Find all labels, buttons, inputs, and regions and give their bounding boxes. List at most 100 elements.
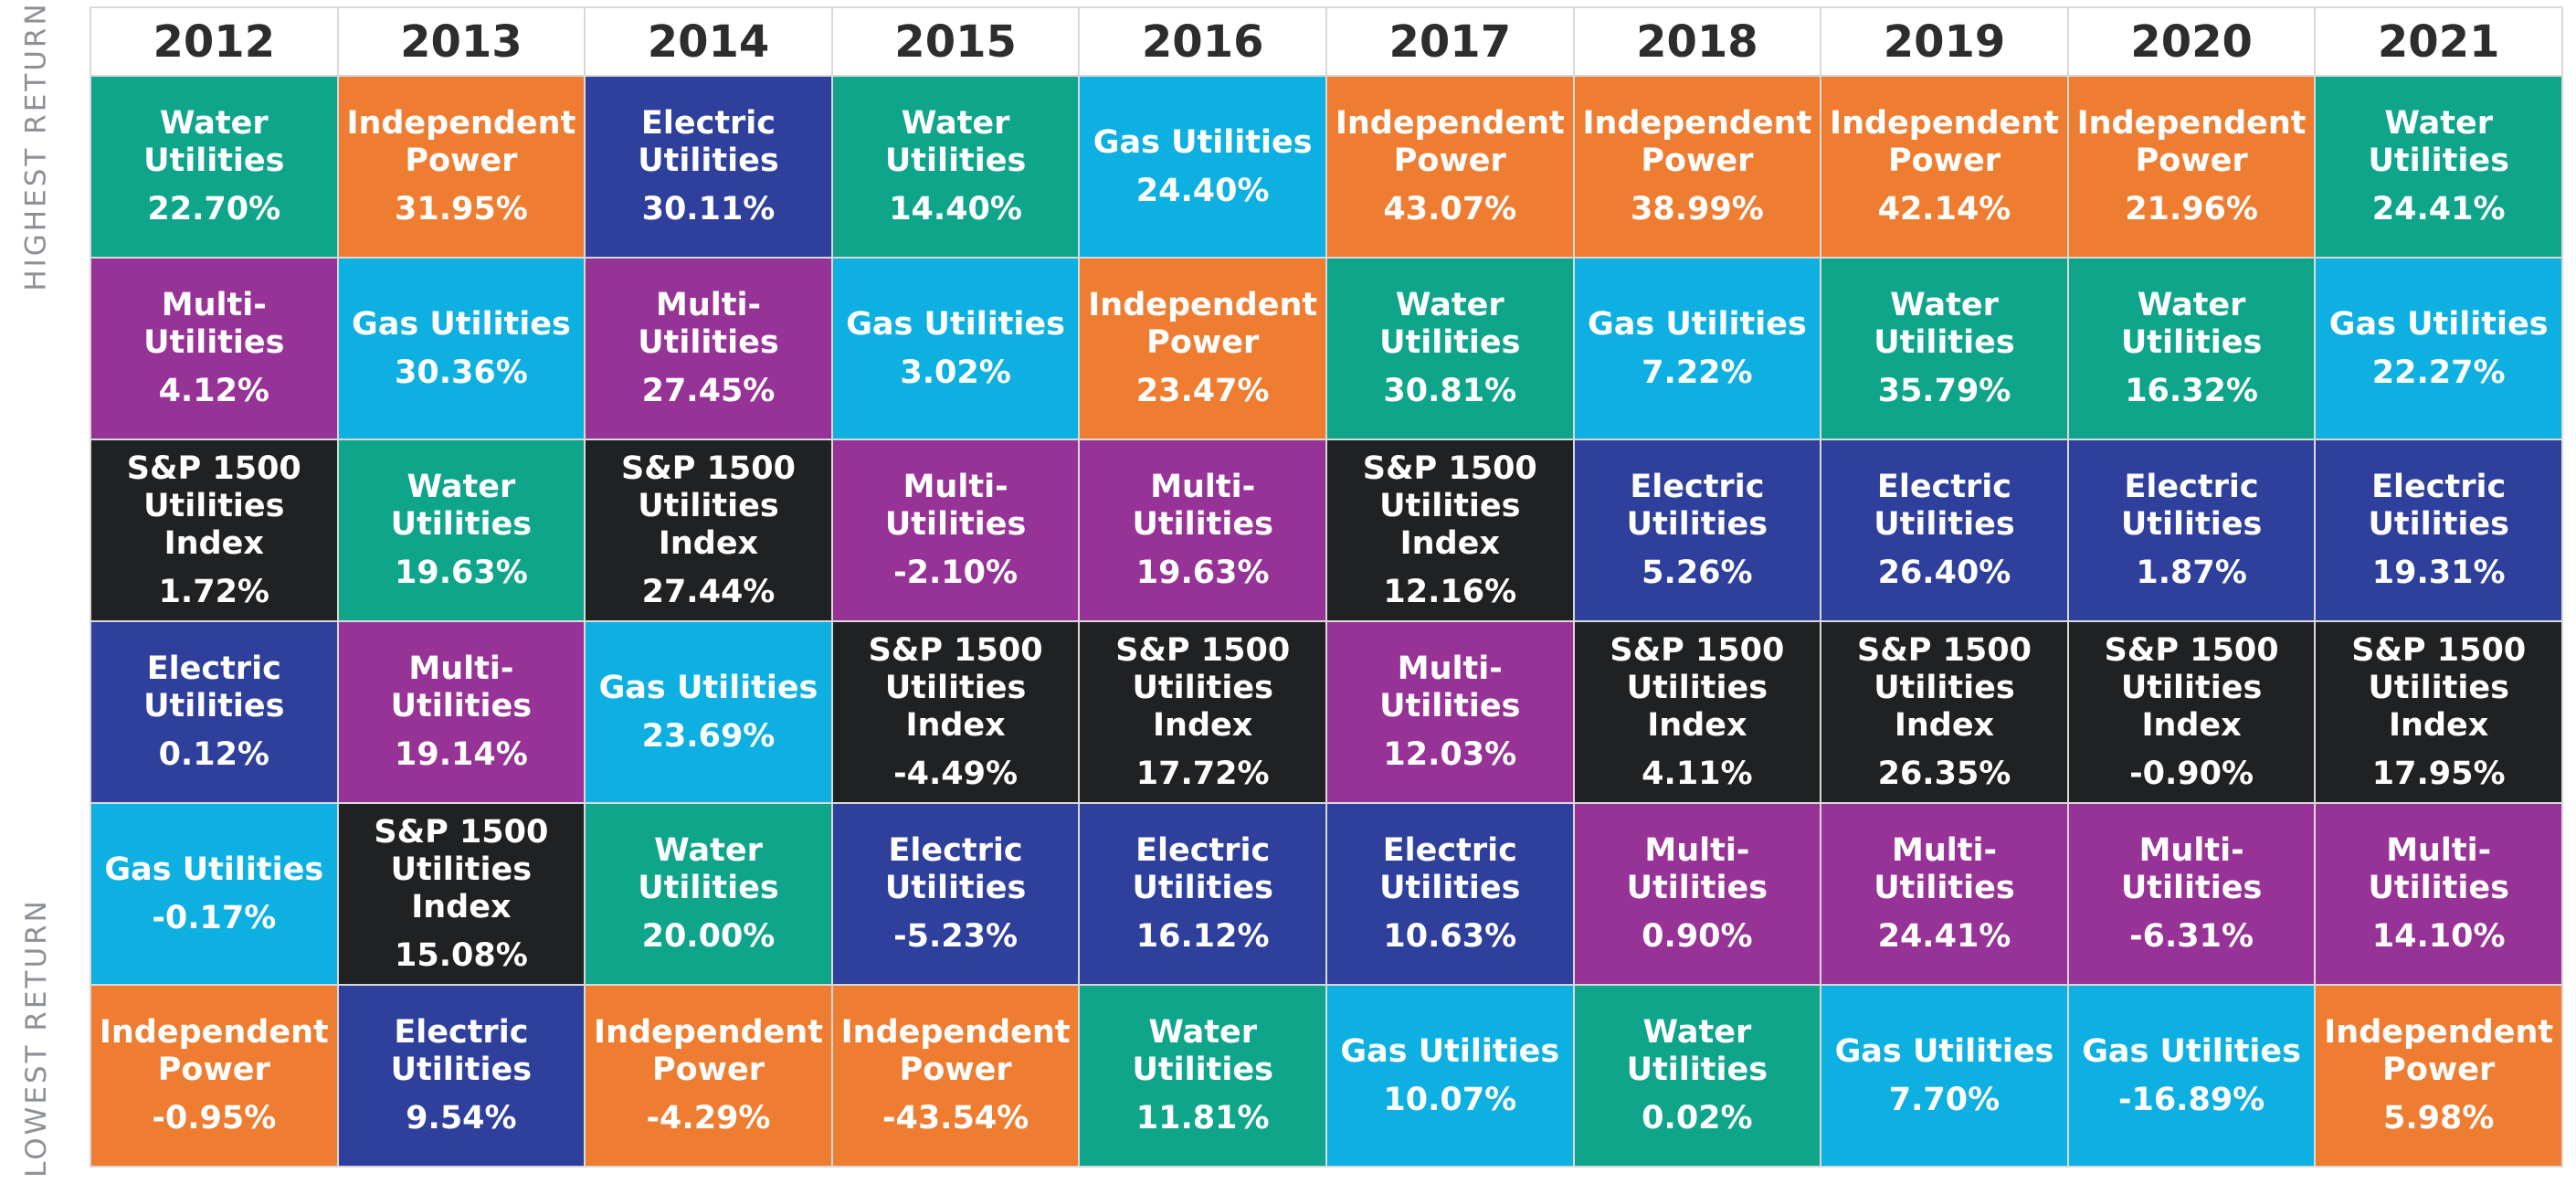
return-cell: Electric Utilities 10.63% — [1327, 804, 1573, 984]
highest-return-label: HIGHEST RETURN — [20, 1, 54, 291]
return-cell: Multi-Utilities 4.12% — [91, 259, 337, 439]
return-value: 20.00% — [641, 918, 776, 955]
return-cell: Gas Utilities -16.89% — [2068, 986, 2315, 1166]
sector-name: Electric Utilities — [390, 1014, 533, 1088]
year-header: 2020 — [2068, 8, 2315, 75]
return-cell: Electric Utilities 1.87% — [2068, 440, 2315, 620]
return-value: 14.10% — [2371, 918, 2506, 955]
sector-name: Water Utilities — [390, 469, 533, 543]
return-cell: Water Utilities 16.32% — [2068, 259, 2315, 439]
return-cell: Electric Utilities 16.12% — [1080, 804, 1325, 984]
sector-name: Gas Utilities — [846, 305, 1065, 343]
return-cell: Gas Utilities -0.17% — [91, 804, 337, 984]
sector-name: S&P 1500 Utilities Index — [1857, 631, 2032, 744]
return-cell: Multi-Utilities -6.31% — [2068, 804, 2315, 984]
return-value: 38.99% — [1631, 191, 1764, 227]
sector-name: Independent Power — [99, 1014, 329, 1088]
sector-name: Independent Power — [2324, 1014, 2554, 1088]
return-cell: Water Utilities 24.41% — [2316, 77, 2561, 257]
sector-name: S&P 1500 Utilities Index — [1362, 449, 1537, 562]
sector-name: S&P 1500 Utilities Index — [2104, 631, 2279, 744]
sector-name: Water Utilities — [1132, 1014, 1273, 1088]
return-value: 23.47% — [1135, 373, 1270, 409]
sector-name: Water Utilities — [2120, 287, 2263, 361]
return-cell: Multi-Utilities 19.14% — [338, 622, 585, 802]
sector-name: S&P 1500 Utilities Index — [126, 449, 301, 562]
return-cell: Gas Utilities 30.36% — [338, 259, 585, 439]
sector-name: Gas Utilities — [104, 851, 324, 888]
return-value: 27.45% — [641, 373, 776, 409]
return-value: 19.63% — [1135, 555, 1270, 591]
sector-name: Gas Utilities — [2328, 305, 2549, 343]
sector-name: S&P 1500 Utilities Index — [868, 631, 1043, 744]
return-value: -4.29% — [646, 1100, 771, 1136]
sector-name: Independent Power — [1335, 105, 1565, 179]
return-value: 12.16% — [1383, 573, 1517, 610]
return-cell: Gas Utilities 7.70% — [1821, 986, 2067, 1166]
return-value: 7.70% — [1888, 1081, 2001, 1118]
sector-name: Multi-Utilities — [884, 469, 1027, 543]
return-cell: Electric Utilities 19.31% — [2316, 440, 2561, 620]
sector-name: Multi-Utilities — [2368, 832, 2509, 906]
return-cell: Independent Power 42.14% — [1821, 77, 2067, 257]
return-cell: Gas Utilities 10.07% — [1327, 986, 1573, 1166]
return-value: 10.07% — [1383, 1081, 1517, 1118]
return-value: -6.31% — [2129, 918, 2254, 955]
sector-name: Gas Utilities — [1587, 305, 1807, 343]
return-value: 27.44% — [641, 573, 776, 610]
return-value: -5.23% — [893, 918, 1019, 955]
return-cell: Water Utilities 30.81% — [1327, 259, 1573, 439]
sector-name: Electric Utilities — [1379, 832, 1521, 906]
sector-name: Water Utilities — [143, 105, 285, 179]
return-cell: Electric Utilities 9.54% — [338, 986, 585, 1166]
return-cell: Multi-Utilities 0.90% — [1574, 804, 1821, 984]
return-cell: Gas Utilities 7.22% — [1574, 259, 1821, 439]
year-header: 2013 — [338, 8, 585, 75]
year-header: 2015 — [832, 8, 1079, 75]
return-cell: Multi-Utilities 24.41% — [1821, 804, 2067, 984]
sector-name: S&P 1500 Utilities Index — [374, 813, 549, 925]
return-cell: Independent Power 23.47% — [1080, 259, 1325, 439]
year-header: 2019 — [1821, 8, 2067, 75]
returns-quilt-chart: 2012 2013 2014 2015 2016 2017 2018 2019 2020 2021… — [90, 6, 2563, 1168]
year-header: 2017 — [1327, 8, 1573, 75]
sector-name: Water Utilities — [1379, 287, 1521, 361]
sector-name: S&P 1500 Utilities Index — [1115, 631, 1291, 744]
return-cell: Water Utilities 11.81% — [1080, 986, 1325, 1166]
sector-name: Water Utilities — [638, 832, 779, 906]
return-cell: Multi-Utilities 12.03% — [1327, 622, 1573, 802]
return-cell: S&P 1500 Utilities Index 15.08% — [338, 804, 585, 984]
sector-name: Multi-Utilities — [1626, 832, 1768, 906]
return-cell: Water Utilities 22.70% — [91, 77, 337, 257]
return-value: 24.41% — [1877, 918, 2011, 955]
return-value: 10.63% — [1383, 918, 1517, 955]
return-value: 11.81% — [1135, 1100, 1270, 1136]
sector-name: Gas Utilities — [351, 305, 571, 343]
return-cell: Independent Power 31.95% — [338, 77, 585, 257]
return-value: 14.40% — [889, 191, 1022, 227]
return-cell: Multi-Utilities 19.63% — [1080, 440, 1325, 620]
return-cell: Independent Power -43.54% — [832, 986, 1079, 1166]
return-value: 16.32% — [2125, 373, 2258, 409]
return-value: 9.54% — [406, 1100, 517, 1136]
return-value: 5.26% — [1642, 555, 1753, 591]
return-value: 42.14% — [1877, 191, 2011, 227]
return-value: 12.03% — [1383, 736, 1517, 773]
return-cell: Water Utilities 0.02% — [1574, 986, 1821, 1166]
sector-name: Multi-Utilities — [638, 287, 779, 361]
sector-name: S&P 1500 Utilities Index — [2351, 631, 2527, 744]
return-value: 1.87% — [2136, 555, 2247, 591]
sector-name: Gas Utilities — [2082, 1032, 2301, 1070]
return-value: -4.49% — [893, 755, 1019, 792]
sector-name: Multi-Utilities — [1132, 469, 1273, 543]
return-value: 5.98% — [2382, 1100, 2495, 1136]
sector-name: S&P 1500 Utilities Index — [621, 449, 796, 562]
return-value: 17.95% — [2371, 755, 2506, 792]
return-value: 31.95% — [395, 191, 528, 227]
sector-name: Electric Utilities — [143, 650, 285, 724]
return-value: 43.07% — [1383, 191, 1517, 227]
return-cell: S&P 1500 Utilities Index -4.49% — [832, 622, 1079, 802]
return-value: 4.11% — [1642, 755, 1753, 792]
return-cell: S&P 1500 Utilities Index 26.35% — [1821, 622, 2067, 802]
sector-name: Electric Utilities — [2120, 469, 2263, 543]
